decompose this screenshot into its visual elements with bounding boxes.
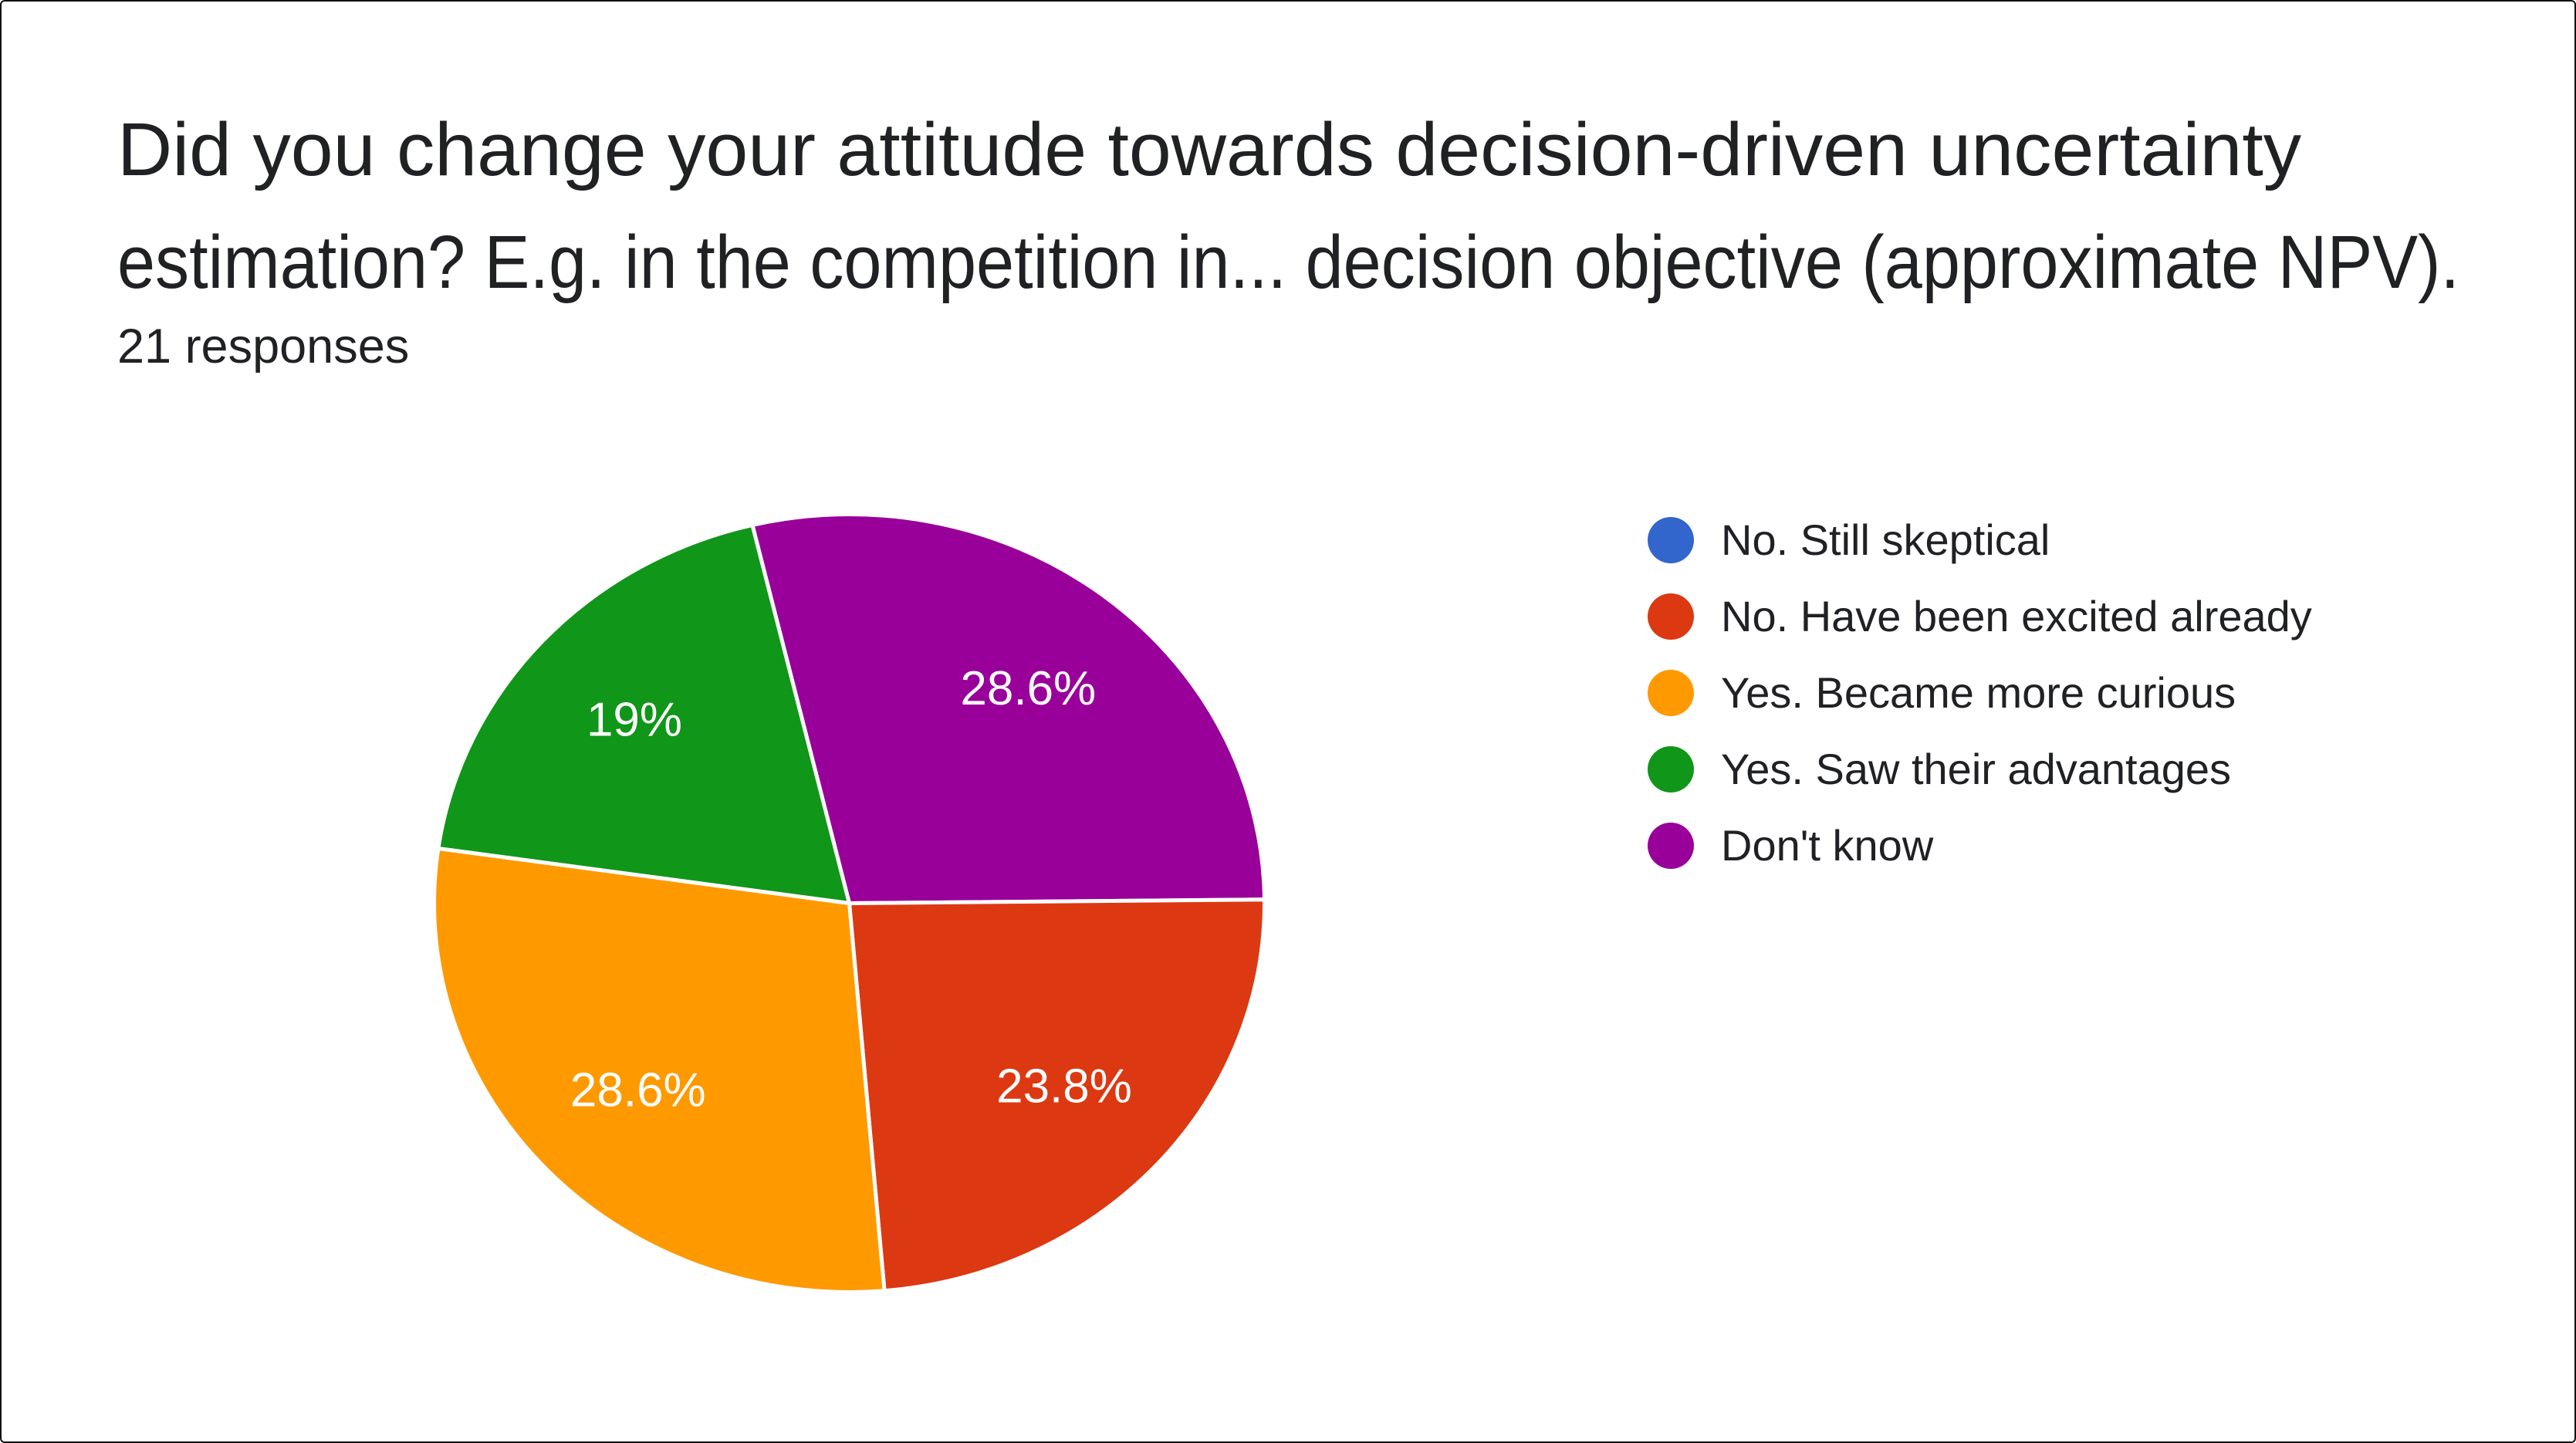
legend-label: No. Still skeptical — [1721, 515, 2050, 564]
question-title-line-1-text: Did you change your attitude towards dec… — [117, 107, 2302, 191]
legend-label: Don't know — [1721, 820, 1934, 870]
legend-color-dot — [1648, 516, 1694, 563]
legend-color-dot — [1648, 822, 1694, 869]
legend-item-yes-became-more-curious: Yes. Became more curious — [1648, 654, 2312, 731]
legend-item-no-have-been-excited-already: No. Have been excited already — [1648, 578, 2312, 654]
pie-slice-yes-became-more-curious[interactable] — [432, 846, 887, 1294]
legend-label: Yes. Saw their advantages — [1721, 744, 2232, 793]
legend: No. Still skeptical No. Have been excite… — [1648, 502, 2312, 884]
pie-slice-yes-saw-their-advantages[interactable] — [436, 522, 852, 906]
legend-color-dot — [1648, 669, 1694, 716]
pie-slice-don-t-know[interactable] — [749, 512, 1267, 906]
legend-label: No. Have been excited already — [1721, 591, 2312, 640]
pie-slice-label: 28.6% — [960, 662, 1096, 715]
pie-slice-label: 19% — [587, 694, 682, 747]
question-title-line-2: estimation? E.g. in the competition in..… — [117, 206, 2574, 319]
pie-slice-label: 28.6% — [570, 1063, 706, 1117]
pie-slice-no-have-been-excited-already[interactable] — [847, 897, 1267, 1293]
question-title-line-2-text: estimation? E.g. in the competition in..… — [117, 220, 2459, 304]
pie-slice-label: 23.8% — [996, 1059, 1132, 1113]
legend-item-dont-know: Don't know — [1648, 807, 2312, 884]
legend-color-dot — [1648, 593, 1694, 640]
legend-label: Yes. Became more curious — [1721, 667, 2236, 717]
legend-color-dot — [1648, 745, 1694, 792]
legend-item-yes-saw-their-advantages: Yes. Saw their advantages — [1648, 731, 2312, 807]
response-count: 21 responses — [117, 319, 410, 373]
question-title-line-1: Did you change your attitude towards dec… — [117, 93, 2574, 206]
legend-item-no-still-skeptical: No. Still skeptical — [1648, 502, 2312, 578]
question-title: Did you change your attitude towards dec… — [117, 93, 2574, 319]
